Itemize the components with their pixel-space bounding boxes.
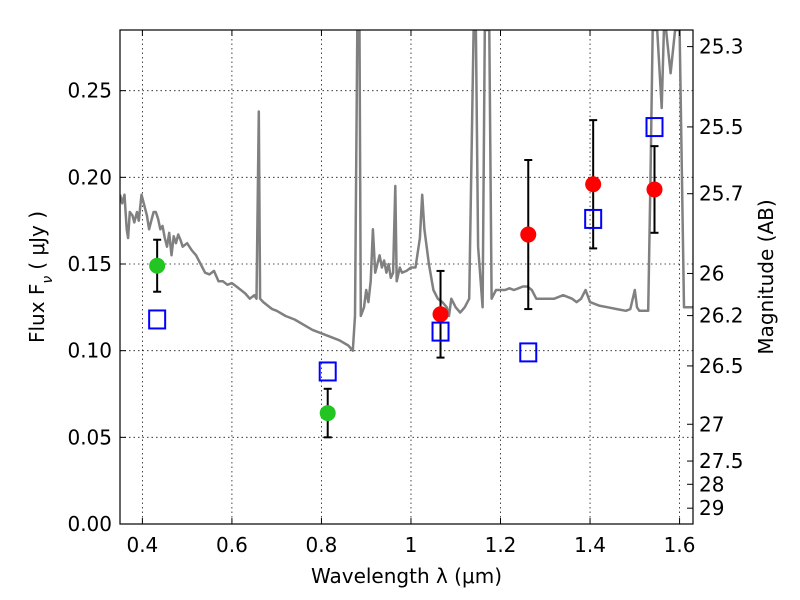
- y-axis-label-unit: ( μJy ): [25, 211, 49, 270]
- y-axis-label-main: Flux F: [25, 284, 49, 343]
- model-spectrum-line: [120, 30, 693, 352]
- x-tick-label: 1: [405, 533, 418, 557]
- photometry-markers: [148, 117, 664, 439]
- y-tick-label: 0.20: [67, 165, 112, 189]
- mag-tick-label: 26.5: [699, 354, 744, 378]
- axis-ticks: 0.4 0.6 0.8 1 1.2 1.4 1.6 0.00 0.05 0.10 0.15 0.20 0…: [67, 30, 744, 557]
- mag-tick-label: 26: [699, 261, 724, 285]
- mag-tick-label: 29: [699, 496, 724, 520]
- photometry-point: [432, 306, 449, 323]
- y-tick-label: 0.10: [67, 339, 112, 363]
- mag-tick-label: 25.7: [699, 182, 744, 206]
- mag-tick-label: 27.5: [699, 449, 744, 473]
- x-tick-label: 1.2: [485, 533, 517, 557]
- x-axis-label: Wavelength λ (μm): [311, 564, 502, 588]
- x-tick-label: 1.4: [574, 533, 606, 557]
- model-flux-square: [645, 117, 664, 138]
- grid-lines: [120, 30, 693, 525]
- x-tick-label: 0.8: [306, 533, 338, 557]
- magnitude-axis-label: Magnitude (AB): [754, 199, 778, 354]
- mag-tick-label: 25.3: [699, 35, 744, 59]
- mag-tick-label: 27: [699, 412, 724, 436]
- x-tick-label: 1.6: [664, 533, 696, 557]
- photometry-point: [646, 181, 663, 198]
- photometry-point: [319, 405, 336, 422]
- mag-tick-label: 25.5: [699, 115, 744, 139]
- y-tick-label: 0.00: [67, 512, 112, 536]
- model-flux-square: [519, 342, 538, 363]
- model-flux-square: [148, 309, 167, 330]
- y-tick-label: 0.05: [67, 425, 112, 449]
- photometry-point: [585, 176, 602, 193]
- y-tick-label: 0.25: [67, 79, 112, 103]
- y-axis-label-subscript: ν: [40, 276, 56, 284]
- mag-tick-label: 26.2: [699, 304, 744, 328]
- mag-tick-label: 28: [699, 472, 724, 496]
- y-axis-label: Flux Fν ( μJy ): [25, 211, 56, 343]
- x-tick-label: 0.6: [216, 533, 248, 557]
- photometry-point: [149, 257, 166, 274]
- model-flux-square: [584, 208, 603, 229]
- model-spectrum-layer: [120, 30, 693, 352]
- plot-frame: [119, 29, 694, 525]
- y-tick-label: 0.15: [67, 252, 112, 276]
- model-flux-square: [431, 321, 450, 342]
- x-tick-label: 0.4: [126, 533, 158, 557]
- photometry-point: [520, 226, 537, 243]
- model-flux-square: [318, 361, 337, 382]
